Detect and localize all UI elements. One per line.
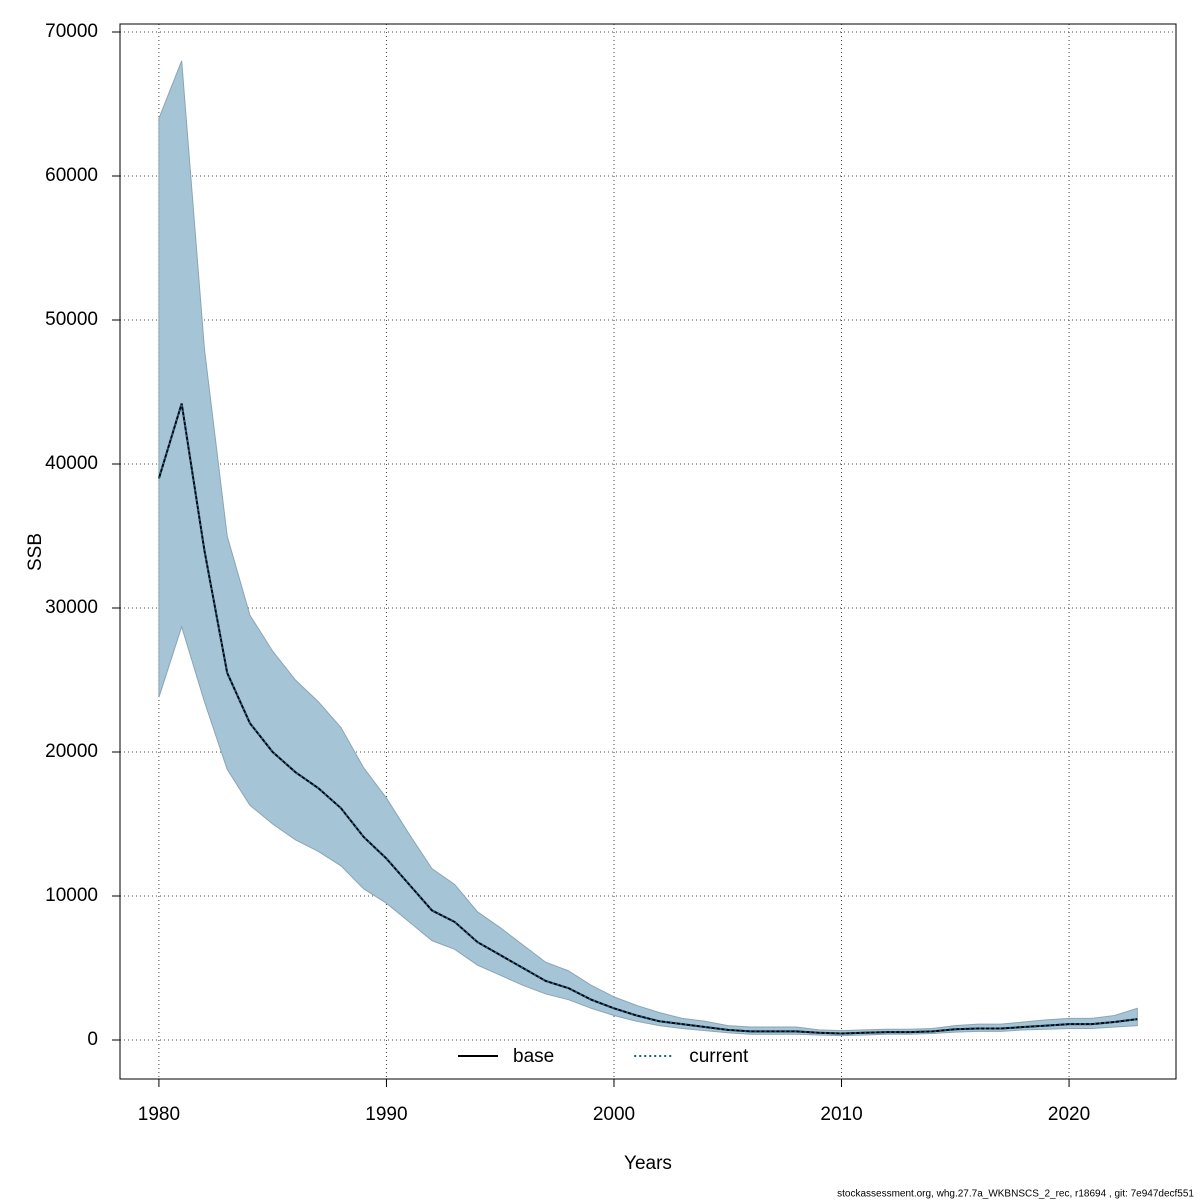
- series-line: [157, 403, 1138, 1035]
- y-tick-label: 50000: [45, 309, 98, 330]
- confidence-band: [158, 60, 1138, 1037]
- x-tick-label: 1980: [138, 1104, 180, 1125]
- y-tick-label: 30000: [45, 597, 98, 618]
- x-tick-label: 2020: [1048, 1104, 1090, 1125]
- footer: stockassessment.org, whg.27.7a_WKBNSCS_2…: [837, 1189, 1194, 1200]
- x-tick-label: 1990: [365, 1104, 407, 1125]
- x-tick-label: 2010: [820, 1104, 862, 1125]
- legend-label: base: [513, 1046, 554, 1067]
- y-axis-label: SSB: [25, 533, 46, 571]
- legend-label: current: [689, 1046, 749, 1067]
- y-tick-label: 20000: [45, 741, 98, 762]
- y-tick-label: 10000: [45, 885, 98, 906]
- y-tick-label: 40000: [45, 453, 98, 474]
- y-tick-label: 0: [87, 1029, 98, 1050]
- y-tick-label: 70000: [45, 21, 98, 42]
- x-axis-label: Years: [624, 1153, 672, 1174]
- plot-frame: [119, 23, 1177, 1080]
- y-tick-label: 60000: [45, 165, 98, 186]
- x-tick-label: 2000: [593, 1104, 635, 1125]
